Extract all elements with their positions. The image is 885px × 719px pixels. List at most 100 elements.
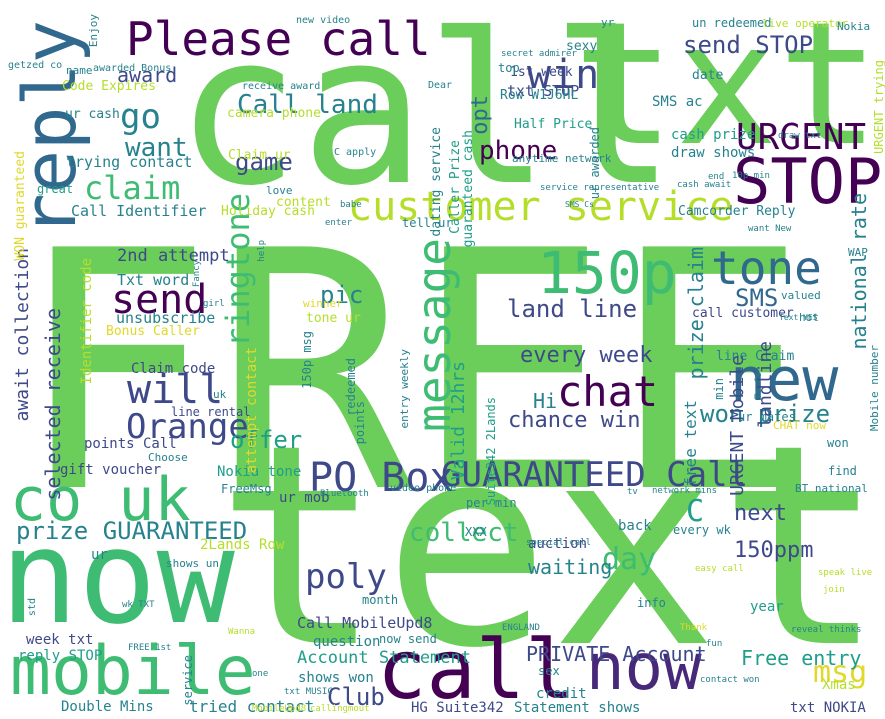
word-fun: fun [706, 639, 723, 649]
word-send-stop: send STOP [683, 31, 814, 59]
word-text-yes: Text YES [779, 313, 818, 322]
word-code-expires: Code Expires [62, 79, 156, 94]
word-draw-shows: draw shows [671, 145, 756, 161]
word-week-txt: week txt [26, 632, 94, 648]
word-dear: Dear [428, 80, 453, 91]
word-po-box: PO Box [309, 455, 454, 501]
word-line-rental: line rental [171, 405, 251, 419]
word-won: won [827, 436, 849, 450]
word-un-redeemed: un redeemed [692, 16, 772, 30]
word-bonus-caller: Bonus Caller [106, 324, 200, 339]
word-service-representative: service representative [540, 183, 660, 193]
word-wap: WAP [848, 246, 868, 259]
word-find: find [828, 464, 857, 478]
word-opt: opt [468, 95, 493, 135]
word-xmas: Xmas [822, 677, 856, 693]
word-c-apply: C apply [334, 147, 377, 158]
word-txt-word: Txt word [117, 271, 190, 289]
word-camcorder-reply: Camcorder Reply [678, 204, 796, 219]
word-new-video: new video [296, 15, 351, 26]
word-chance-win: chance win [508, 408, 641, 433]
word-wk-txt: wk TXT [122, 600, 155, 610]
word-awarded-bonus: awarded Bonus [93, 63, 172, 74]
word-video-phone: video phone [390, 483, 457, 494]
word-game: game [235, 148, 293, 176]
word-bt-national: BT national [795, 482, 868, 495]
word-gift-voucher: gift voucher [60, 462, 162, 478]
word-reveal-thinks: reveal thinks [791, 625, 862, 635]
word-claim-code: Claim code [131, 361, 216, 377]
word-easy-call: easy call [695, 564, 744, 574]
word-tried-contact: tried contact [189, 697, 315, 716]
word-collect: collect [409, 518, 519, 548]
word-service: service [181, 655, 195, 706]
word-cash-await: cash await [677, 180, 732, 190]
word-ur: ur [91, 547, 108, 563]
word-info: info [637, 596, 666, 610]
word-150p: 150p [537, 239, 677, 307]
word-stop: STOP [733, 145, 883, 218]
word-claim: claim [84, 169, 181, 207]
word-cash-prize: cash prize [671, 127, 756, 143]
word-year: year [750, 599, 784, 615]
word-waiting: waiting [528, 555, 613, 579]
word-will: will [127, 367, 224, 413]
word-award: award [117, 63, 178, 87]
word-callingmout: callingmout [310, 704, 370, 714]
word-guaranteed-call: GUARANTEED Call [441, 455, 749, 495]
word-shows-won: shows won [298, 670, 374, 686]
word-top: top [498, 61, 520, 75]
word-tell-ur: tell ur [402, 216, 453, 230]
word-customer-service: customer service [348, 184, 734, 230]
word-auction: auction [528, 536, 588, 552]
word-want-new: want New [748, 224, 792, 234]
word-msg: msg [813, 655, 868, 690]
word-speak-live: speak live [818, 568, 873, 578]
word-urgent-trying: URGENT trying [872, 60, 885, 154]
word-thank: Thank [680, 623, 708, 633]
word-every-week: every week [520, 343, 653, 368]
word-free-text: free text [681, 400, 700, 487]
word-per-min: per min [466, 496, 517, 510]
word-free: FREE [15, 181, 810, 565]
word-urgent: URGENT [736, 117, 867, 158]
word-valued: valued [781, 289, 821, 302]
word-yr: yr [601, 16, 615, 29]
word-sms: SMS [735, 284, 779, 312]
word-2lands-row: 2Lands Row [200, 537, 285, 553]
word-sex: sex [538, 664, 560, 678]
word-go: go [120, 97, 161, 137]
word-attempt-contact: attempt contact [244, 347, 260, 474]
word-phone: phone [479, 136, 558, 166]
word-bluetooth: Bluetooth [320, 489, 369, 499]
word-now: now [586, 631, 702, 705]
word-co-uk: co uk [10, 465, 191, 535]
word-points: points [353, 401, 367, 445]
word-poly: poly [305, 557, 387, 597]
word-double-mins: Double Mins [61, 699, 154, 715]
word-valid-12hrs: Valid 12hrs [448, 361, 469, 481]
word-txt-nokia: txt NOKIA [790, 700, 866, 716]
word-fancy: Fancy [192, 260, 202, 288]
word-network-mins: network mins [652, 486, 718, 496]
word-enter: enter [325, 218, 353, 228]
word-secret-admirer: secret admirer [501, 49, 577, 59]
word-name: name [66, 64, 93, 77]
word-date: date [692, 68, 724, 83]
word-girl: girl [203, 299, 225, 309]
word-reply-stop: reply STOP [18, 648, 103, 664]
word-free-1st: FREE 1st [128, 643, 172, 653]
word-ur-mates: ur mates [738, 410, 796, 424]
word-content: content [276, 195, 331, 210]
word-txt-stop: txt STOP [507, 82, 580, 100]
word-tv: tv [627, 487, 638, 497]
word-freemsg: FreeMsg [221, 482, 272, 496]
word-c: C [686, 494, 705, 529]
word-mobileupd8: MobileUpd8 [252, 704, 307, 714]
word-claim-ur: Claim ur [228, 148, 291, 163]
word-live-operator: live operator [762, 17, 849, 30]
word-dating-service: dating service [429, 127, 444, 237]
word-points-call: points Call [84, 436, 177, 452]
word-draw-txt: draw txt [778, 131, 822, 141]
word-special-call: special call [526, 538, 592, 548]
